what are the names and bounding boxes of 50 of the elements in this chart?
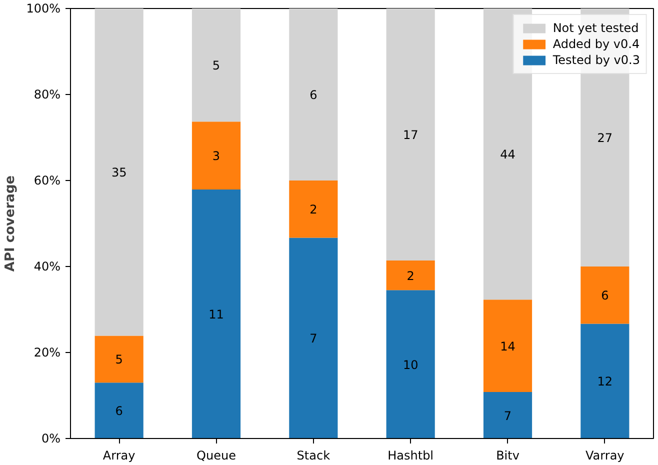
y-tick-label: 40% — [34, 260, 60, 274]
legend-label: Tested by v0.3 — [552, 53, 640, 67]
y-tick-label: 100% — [26, 2, 61, 16]
annotation: 11 — [208, 308, 224, 322]
bar — [94, 382, 144, 438]
x-tick-label: Queue — [196, 448, 236, 462]
annotation: 6 — [601, 288, 609, 303]
annotation: 14 — [500, 339, 516, 354]
y-tick-label: 20% — [34, 346, 60, 360]
x-tick-label: Stack — [296, 448, 330, 462]
bar — [192, 190, 241, 438]
bar — [483, 392, 532, 438]
bar — [94, 336, 144, 383]
y-axis-title: API coverage — [3, 175, 18, 272]
annotation: 6 — [310, 88, 318, 102]
bar — [386, 8, 435, 260]
annotation: 7 — [504, 408, 512, 423]
bar — [192, 122, 241, 190]
x-tick-label: Varray — [586, 448, 624, 462]
annotation: 12 — [597, 374, 613, 389]
bar — [289, 238, 338, 438]
bar — [192, 8, 241, 122]
y-tick-label: 60% — [34, 174, 60, 188]
bar — [289, 180, 338, 238]
x-tick-label: Hashtbl — [388, 448, 434, 462]
annotation: 35 — [111, 166, 127, 180]
bar — [289, 8, 338, 180]
legend-label: Not yet tested — [552, 21, 639, 35]
annotation: 27 — [597, 131, 613, 145]
bar — [386, 260, 435, 290]
annotation: 2 — [406, 268, 414, 283]
annotation: 7 — [310, 332, 318, 346]
y-tick-label: 80% — [34, 88, 60, 102]
annotation: 5 — [115, 352, 123, 367]
legend-label: Added by v0.4 — [552, 37, 640, 51]
annotation: 6 — [115, 404, 123, 418]
x-tick-label: Bitv — [496, 448, 520, 462]
bar — [580, 324, 630, 438]
annotation: 2 — [310, 202, 318, 217]
bar — [386, 290, 435, 438]
bar — [580, 266, 630, 324]
bar — [483, 300, 532, 392]
annotation: 5 — [212, 58, 220, 73]
annotation: 17 — [402, 128, 418, 142]
annotation: 44 — [500, 148, 516, 162]
bar — [94, 8, 144, 336]
annotation: 10 — [402, 358, 418, 372]
x-tick-label: Array — [102, 448, 136, 462]
y-tick-label: 0% — [41, 432, 61, 446]
annotation: 3 — [212, 149, 220, 164]
